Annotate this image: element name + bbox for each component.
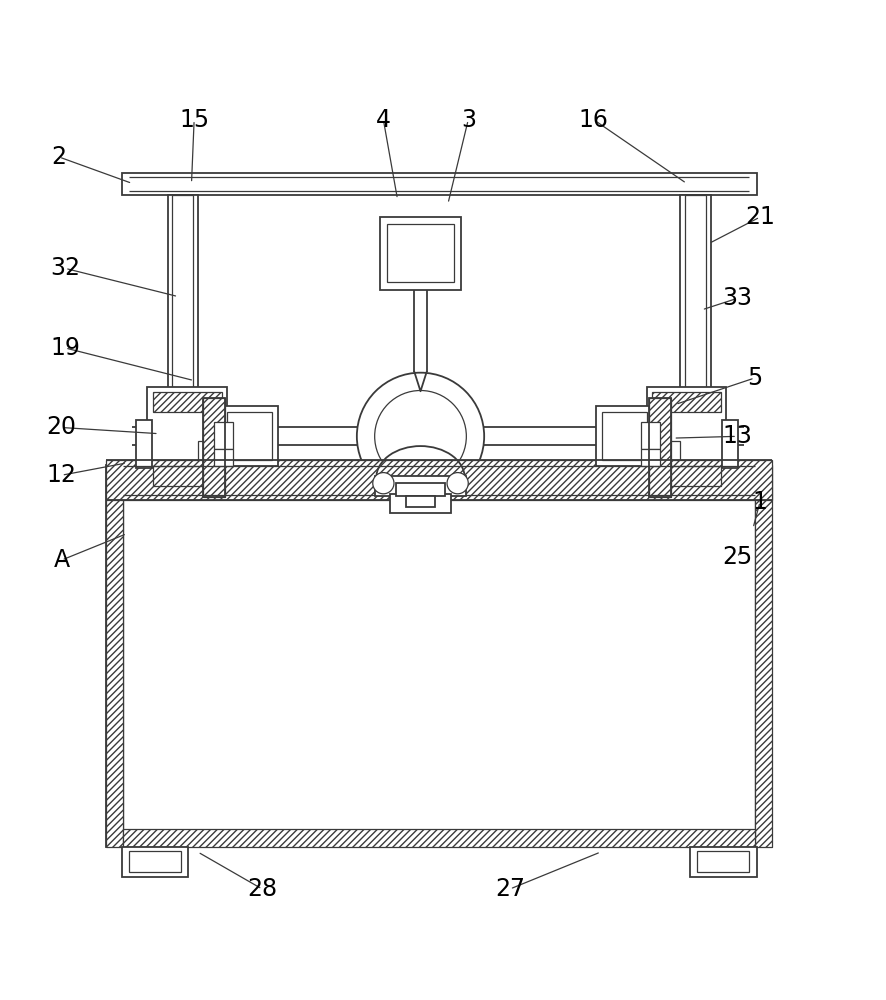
Text: 21: 21 [744, 205, 774, 229]
Text: 33: 33 [721, 286, 751, 310]
Text: 4: 4 [376, 108, 391, 132]
Bar [689, 847, 756, 877]
Bar [214, 449, 233, 466]
Bar [651, 392, 720, 412]
Bar [406, 376, 434, 394]
Bar [386, 224, 454, 282]
Bar [167, 195, 198, 460]
Text: 5: 5 [746, 366, 761, 390]
Bar [227, 412, 272, 460]
Bar [595, 406, 652, 466]
Text: 19: 19 [50, 336, 80, 360]
Bar [379, 217, 461, 290]
Bar [640, 449, 659, 466]
Text: 32: 32 [50, 256, 80, 280]
Text: 16: 16 [579, 108, 608, 132]
Bar [123, 465, 754, 834]
Bar [198, 441, 221, 460]
Text: 20: 20 [46, 415, 76, 439]
Bar [721, 420, 737, 468]
Bar [684, 195, 705, 460]
Bar [172, 195, 193, 460]
Bar [147, 387, 227, 491]
Bar [389, 494, 451, 513]
Text: 1: 1 [751, 490, 766, 514]
Bar [640, 422, 659, 449]
Bar [214, 422, 233, 449]
Bar [121, 847, 188, 877]
Text: 3: 3 [460, 108, 475, 132]
Bar [105, 460, 772, 500]
Bar [105, 465, 123, 847]
Bar [203, 398, 225, 497]
Text: 25: 25 [721, 545, 751, 569]
Bar [128, 851, 181, 872]
Text: 12: 12 [47, 463, 76, 487]
Bar [123, 829, 754, 847]
Bar [152, 392, 222, 412]
Text: 2: 2 [51, 145, 66, 169]
Bar [651, 466, 720, 486]
Text: A: A [53, 548, 69, 572]
Bar [374, 476, 466, 496]
Bar [754, 465, 772, 847]
Text: 15: 15 [179, 108, 209, 132]
Text: 27: 27 [494, 877, 525, 901]
Circle shape [374, 390, 466, 482]
Bar [648, 398, 670, 497]
Bar [121, 173, 756, 195]
Bar [652, 441, 680, 460]
Bar [152, 466, 222, 486]
Text: 13: 13 [721, 424, 751, 448]
Circle shape [372, 473, 393, 494]
Bar [221, 406, 278, 466]
Text: 28: 28 [247, 877, 277, 901]
Bar [696, 851, 749, 872]
Bar [395, 483, 445, 496]
Circle shape [447, 473, 468, 494]
Bar [601, 412, 646, 460]
Bar [136, 420, 152, 468]
Bar [646, 387, 726, 491]
Bar [203, 398, 225, 497]
Bar [406, 496, 434, 507]
Circle shape [356, 373, 484, 500]
Bar [648, 398, 670, 497]
Bar [680, 195, 710, 460]
Bar [105, 465, 772, 847]
